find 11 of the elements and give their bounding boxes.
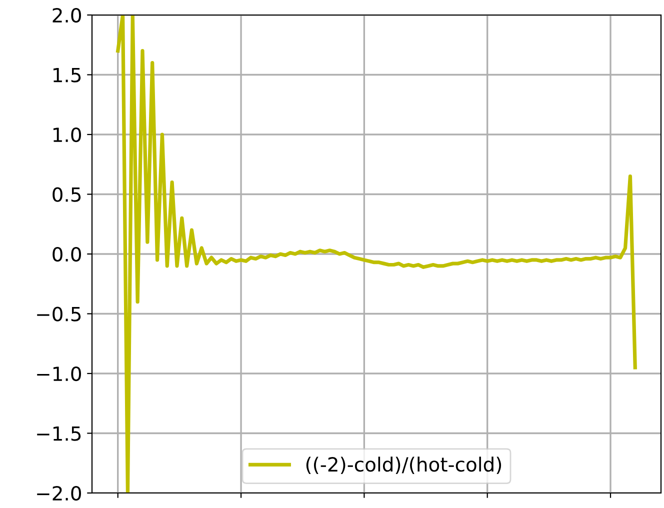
y-tick-label: −1.0 <box>37 366 81 382</box>
y-tick-label: −0.5 <box>37 306 81 322</box>
y-tick-label: 1.5 <box>53 68 81 82</box>
legend-label: ((-2)-cold)/(hot-cold) <box>306 456 502 474</box>
line-series <box>116 15 637 493</box>
y-tick-label: 1.0 <box>53 127 81 142</box>
y-tick-label: 2.0 <box>52 8 81 23</box>
y-tick-label: 0.0 <box>52 246 81 262</box>
y-tick-label: 0.5 <box>52 187 81 202</box>
y-tick-label: −1.5 <box>37 426 81 441</box>
y-tick-label: −2.0 <box>37 486 81 501</box>
